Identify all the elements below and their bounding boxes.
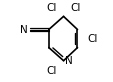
Text: N: N — [19, 25, 27, 35]
Text: N: N — [65, 56, 73, 66]
Text: Cl: Cl — [70, 3, 80, 13]
Text: Cl: Cl — [86, 34, 97, 44]
Text: Cl: Cl — [46, 3, 56, 13]
Text: Cl: Cl — [46, 66, 56, 76]
